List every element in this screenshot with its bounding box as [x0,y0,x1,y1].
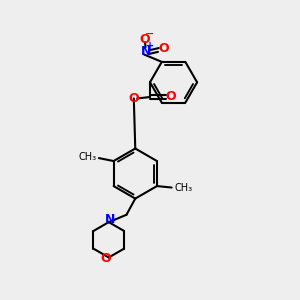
Text: N: N [140,45,151,58]
Text: O: O [128,92,139,105]
Text: N: N [105,213,116,226]
Text: O: O [100,252,111,266]
Text: O: O [165,91,176,103]
Text: +: + [146,41,154,51]
Text: CH₃: CH₃ [78,152,97,162]
Text: −: − [145,29,154,39]
Text: O: O [140,33,150,46]
Text: CH₃: CH₃ [174,182,192,193]
Text: O: O [158,41,169,55]
